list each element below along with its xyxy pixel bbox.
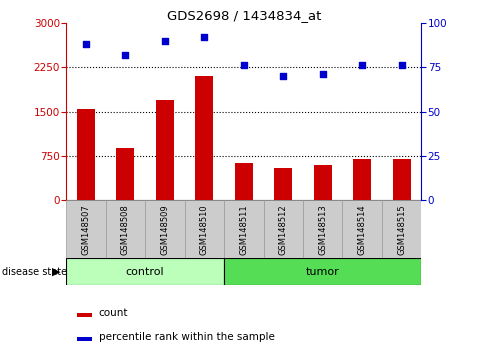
Text: GSM148509: GSM148509: [160, 205, 170, 255]
Bar: [314, 165, 332, 200]
Bar: [264, 200, 303, 258]
Bar: [145, 200, 185, 258]
Bar: [66, 200, 106, 258]
Text: GSM148511: GSM148511: [239, 205, 248, 255]
Text: GSM148514: GSM148514: [358, 205, 367, 255]
Bar: [393, 159, 411, 200]
Text: GSM148515: GSM148515: [397, 205, 406, 255]
Bar: [343, 200, 382, 258]
Text: GSM148513: GSM148513: [318, 205, 327, 256]
Bar: [156, 100, 174, 200]
Text: GSM148512: GSM148512: [279, 205, 288, 255]
Bar: [77, 109, 95, 200]
Point: [161, 38, 169, 44]
Point: [358, 63, 366, 68]
Point: [398, 63, 406, 68]
Bar: [77, 337, 92, 341]
Bar: [117, 148, 134, 200]
Bar: [353, 159, 371, 200]
Bar: [235, 163, 253, 200]
Point: [319, 72, 327, 77]
Text: control: control: [126, 267, 165, 277]
Text: GSM148507: GSM148507: [81, 205, 90, 256]
Text: percentile rank within the sample: percentile rank within the sample: [99, 332, 275, 342]
Point: [279, 73, 287, 79]
Bar: [224, 200, 264, 258]
Point: [122, 52, 129, 58]
Text: disease state: disease state: [2, 267, 68, 276]
Point: [82, 41, 90, 47]
Bar: [77, 313, 92, 317]
Point: [200, 34, 208, 40]
Bar: [382, 200, 421, 258]
Bar: [185, 200, 224, 258]
Text: count: count: [99, 308, 128, 318]
Bar: [196, 76, 213, 200]
Point: [240, 63, 247, 68]
Bar: [303, 200, 343, 258]
Bar: [274, 167, 292, 200]
Bar: [66, 258, 224, 285]
Bar: [224, 258, 421, 285]
Text: GSM148510: GSM148510: [200, 205, 209, 255]
Text: ▶: ▶: [52, 267, 61, 276]
Text: tumor: tumor: [306, 267, 340, 277]
Title: GDS2698 / 1434834_at: GDS2698 / 1434834_at: [167, 9, 321, 22]
Text: GSM148508: GSM148508: [121, 205, 130, 256]
Bar: [106, 200, 145, 258]
